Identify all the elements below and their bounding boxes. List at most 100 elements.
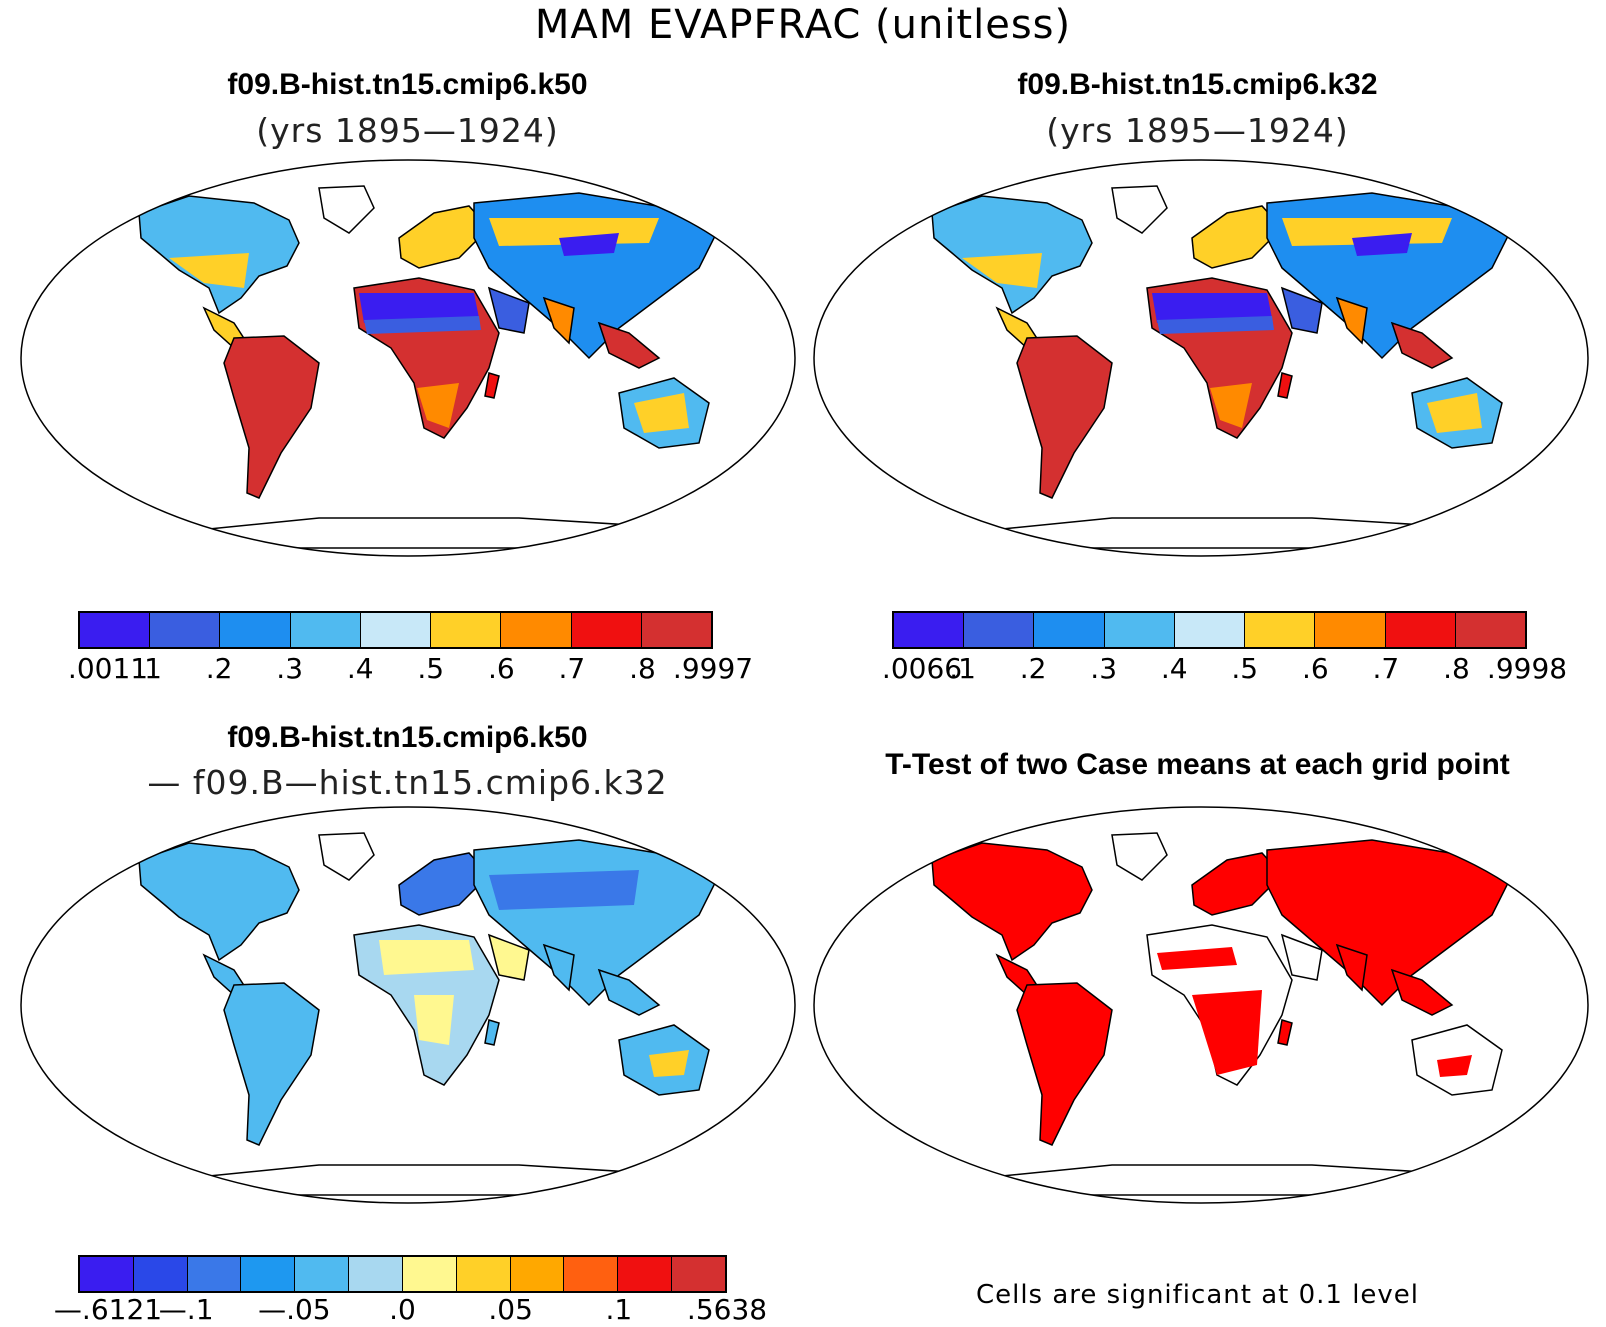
colorbar-tick-label: .6: [1301, 652, 1329, 685]
continent-antarctica: [960, 517, 1474, 549]
colorbar-swatch: [1455, 613, 1525, 647]
continent-madagascar: [1277, 372, 1293, 399]
continent-northAmerica: [138, 842, 300, 962]
continent-india: [1335, 296, 1368, 345]
colorbar-tick-label: .1: [605, 1293, 633, 1326]
colorbar-swatch: [133, 1257, 188, 1291]
colorbar-swatch: [295, 1257, 350, 1291]
continent-europe: [398, 205, 491, 269]
colorbar-top-left: [78, 611, 713, 649]
sahel-band: [1157, 316, 1274, 334]
sahara-band: [1152, 293, 1272, 323]
colorbar-swatch: [964, 613, 1035, 647]
panel-title-top-left: f09.B-hist.tn15.cmip6.k50: [227, 68, 588, 101]
colorbar-swatch: [1174, 613, 1246, 647]
colorbar-swatch: [402, 1257, 457, 1291]
colorbar-tick-label: —.1: [158, 1293, 214, 1326]
colorbar-swatch: [220, 613, 291, 647]
colorbar-tick-label: .1: [949, 652, 976, 685]
continent-antarctica: [167, 517, 681, 549]
colorbar-tick-label: .7: [558, 652, 586, 685]
significance-note: Cells are significant at 0.1 level: [975, 1280, 1420, 1310]
map-boundary: [20, 806, 796, 1204]
continent-madagascar: [484, 372, 500, 399]
colorbar-swatch: [894, 613, 965, 647]
us-band: [962, 253, 1042, 288]
colorbar-tick-label: .4: [1160, 652, 1188, 685]
continent-arabia: [1280, 933, 1323, 981]
colorbar-swatch: [80, 613, 151, 647]
continent-antarctica: [960, 1164, 1474, 1196]
sahel-significant: [1157, 947, 1237, 970]
colorbar-tick-label: —.05: [258, 1293, 331, 1326]
colorbar-swatch: [80, 1257, 134, 1291]
colorbar-tick-label: .2: [1019, 652, 1047, 685]
continent-madagascar: [1277, 1019, 1293, 1046]
colorbar-tick-label: —.6121: [53, 1293, 163, 1326]
continent-seAsia: [597, 321, 661, 369]
colorbar-swatch: [150, 613, 221, 647]
colorbar-swatch: [431, 613, 502, 647]
panel-title-bottom-left: f09.B-hist.tn15.cmip6.k50: [227, 721, 588, 754]
colorbar-tick-label: .0066: [881, 652, 963, 685]
continent-india: [542, 296, 575, 345]
colorbar-tick-label: .5638: [686, 1293, 768, 1326]
colorbar-tick-label: .9997: [672, 652, 754, 685]
map-top-right: [813, 159, 1589, 557]
colorbar-tick-label: .3: [276, 652, 304, 685]
gobi-band: [1352, 233, 1412, 256]
colorbar-swatch: [641, 613, 711, 647]
continent-antarctica: [167, 1164, 681, 1196]
australia-significant: [1437, 1055, 1472, 1077]
colorbar-swatch: [290, 613, 361, 647]
continent-europe: [1191, 852, 1284, 916]
continent-arabia: [487, 286, 530, 334]
south-africa-band: [1210, 383, 1252, 428]
colorbar-swatch: [501, 613, 572, 647]
australia-diff: [649, 1050, 689, 1077]
continent-southAmerica: [1016, 982, 1113, 1146]
africa-significant: [1192, 990, 1262, 1075]
map-bottom-left: [20, 806, 796, 1204]
map-top-left: [20, 159, 796, 557]
colorbar-swatch: [241, 1257, 296, 1291]
continent-greenland: [1111, 832, 1168, 881]
colorbar-tick-label: .5: [417, 652, 445, 685]
sahel-band: [364, 316, 481, 334]
continent-seAsia: [597, 968, 661, 1016]
colorbar-top-right: [892, 611, 1527, 649]
continent-southAmerica: [223, 982, 320, 1146]
colorbar-swatch: [618, 1257, 673, 1291]
colorbar-swatch: [456, 1257, 511, 1291]
colorbar-tick-label: .5: [1231, 652, 1259, 685]
colorbar-swatch: [187, 1257, 242, 1291]
colorbar-tick-label: .0: [389, 1293, 416, 1326]
colorbar-swatch: [1245, 613, 1316, 647]
map-boundary: [813, 159, 1589, 557]
panel-subtitle-top-left: (yrs 1895—1924): [256, 111, 559, 150]
continent-arabia: [487, 933, 530, 981]
australia-inner: [1427, 393, 1482, 433]
sahara-diff: [379, 940, 474, 975]
continent-seAsia: [1390, 321, 1454, 369]
continent-greenland: [318, 832, 375, 881]
map-boundary: [813, 806, 1589, 1204]
continent-northAmerica: [931, 842, 1093, 962]
continent-southAmerica: [1016, 335, 1113, 499]
continent-india: [542, 943, 575, 992]
colorbar-labels-top-right: .0066.1 .2 .3 .4 .5 .6 .7 .8 .9998: [882, 652, 1567, 686]
colorbar-tick-label: .8: [1443, 652, 1470, 685]
continent-seAsia: [1390, 968, 1454, 1016]
continent-northAmerica: [931, 195, 1093, 315]
colorbar-swatch: [349, 1257, 403, 1291]
map-boundary: [20, 159, 796, 557]
continent-europe: [1191, 205, 1284, 269]
africa-diff: [414, 995, 454, 1045]
panel-subtitle-top-right: (yrs 1895—1924): [1046, 111, 1349, 150]
colorbar-tick-label: .4: [346, 652, 374, 685]
panel-subtitle-bottom-left: — f09.B—hist.tn15.cmip6.k32: [147, 763, 668, 802]
colorbar-labels-bottom-left: —.6121 —.1 —.05 .0 .05 .1 .5638: [54, 1293, 767, 1327]
panel-title-bottom-right: T-Test of two Case means at each grid po…: [885, 748, 1510, 781]
us-band: [169, 253, 249, 288]
colorbar-swatch: [672, 1257, 725, 1291]
